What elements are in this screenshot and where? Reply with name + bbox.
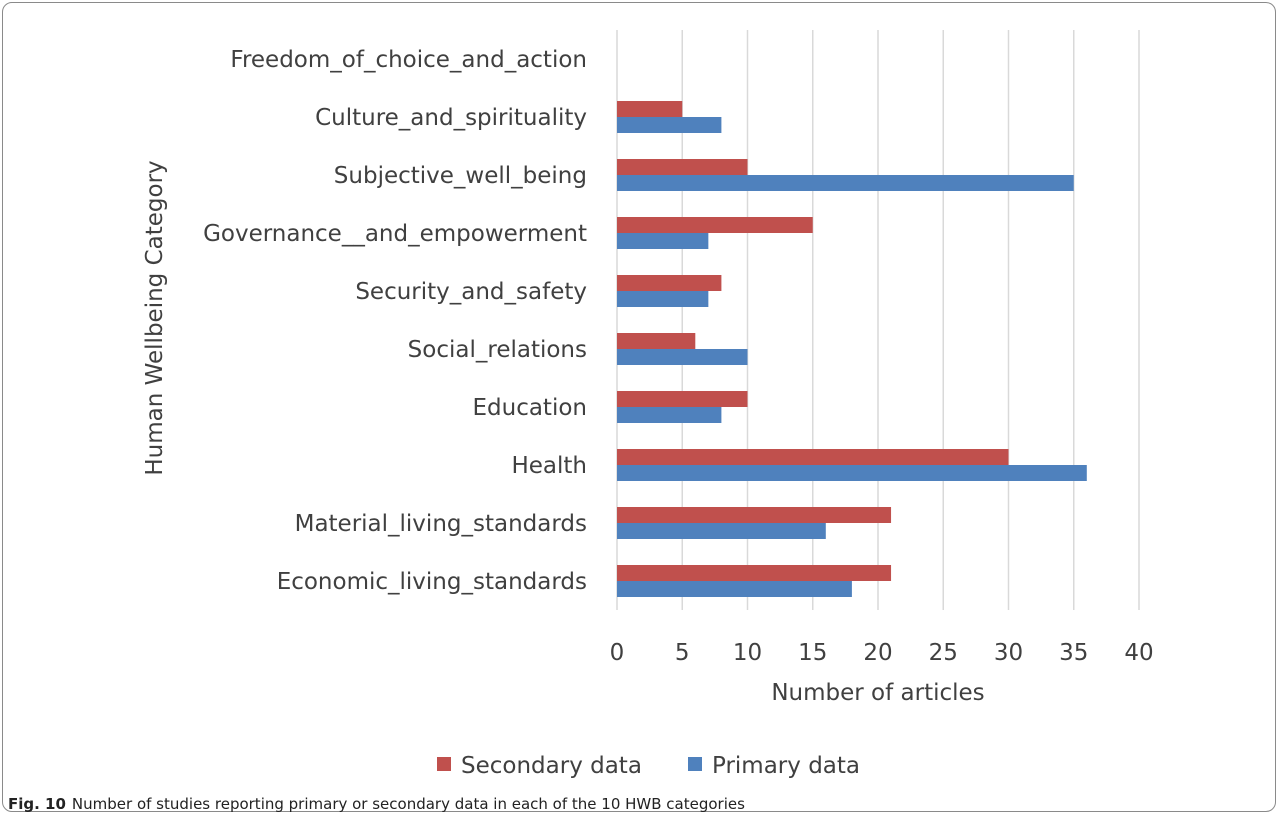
category-label: Security_and_safety xyxy=(355,279,587,305)
category-label: Economic_living_standards xyxy=(277,569,587,595)
x-tick-label: 20 xyxy=(863,640,892,666)
category-label: Culture_and_spirituality xyxy=(315,105,587,131)
legend-label: Primary data xyxy=(712,753,860,779)
x-tick-label: 10 xyxy=(733,640,762,666)
category-label: Material_living_standards xyxy=(295,511,587,537)
bar-primary xyxy=(617,465,1087,481)
category-labels: Economic_living_standards Material_living… xyxy=(203,47,587,595)
bar-primary xyxy=(617,117,722,133)
bar-primary xyxy=(617,175,1074,191)
x-tick-label: 30 xyxy=(994,640,1023,666)
legend-label: Secondary data xyxy=(461,753,642,779)
bar-primary xyxy=(617,407,722,423)
bar-secondary xyxy=(617,333,696,349)
bar-secondary xyxy=(617,507,892,523)
x-tick-label: 15 xyxy=(798,640,827,666)
category-label: Subjective_well_being xyxy=(334,163,587,189)
x-tick-label: 0 xyxy=(610,640,625,666)
caption-text: Number of studies reporting primary or s… xyxy=(71,795,745,813)
bar-primary xyxy=(617,291,709,307)
x-tick-label: 25 xyxy=(929,640,958,666)
x-tick-label: 40 xyxy=(1124,640,1153,666)
bar-primary xyxy=(617,233,709,249)
category-label: Governance__and_empowerment xyxy=(203,221,587,247)
bar-primary xyxy=(617,581,852,597)
bar-secondary xyxy=(617,101,683,117)
bar-primary xyxy=(617,349,748,365)
figure-number: Fig. 10 xyxy=(8,795,66,813)
x-tick-label: 5 xyxy=(675,640,690,666)
bar-secondary xyxy=(617,217,813,233)
legend-swatch xyxy=(437,757,451,771)
bar-chart: Economic_living_standards Material_living… xyxy=(142,30,1154,779)
bar-primary xyxy=(617,523,826,539)
y-axis-title: Human Wellbeing Category xyxy=(142,160,168,475)
x-axis-title: Number of articles xyxy=(771,680,984,706)
bars xyxy=(617,101,1087,597)
bar-secondary xyxy=(617,391,748,407)
x-tick-labels: 0 5 10 15 20 25 30 35 40 xyxy=(610,640,1154,666)
bar-secondary xyxy=(617,275,722,291)
category-label: Social_relations xyxy=(408,337,587,363)
x-tick-label: 35 xyxy=(1059,640,1088,666)
figure-caption: Fig. 10 Number of studies reporting prima… xyxy=(8,795,745,813)
bar-secondary xyxy=(617,449,1009,465)
category-label: Freedom_of_choice_and_action xyxy=(230,47,587,73)
bar-secondary xyxy=(617,565,892,581)
bar-secondary xyxy=(617,159,748,175)
category-label: Education xyxy=(472,395,587,421)
category-label: Health xyxy=(511,453,587,479)
legend: Secondary data Primary data xyxy=(437,753,860,779)
legend-swatch xyxy=(688,757,702,771)
